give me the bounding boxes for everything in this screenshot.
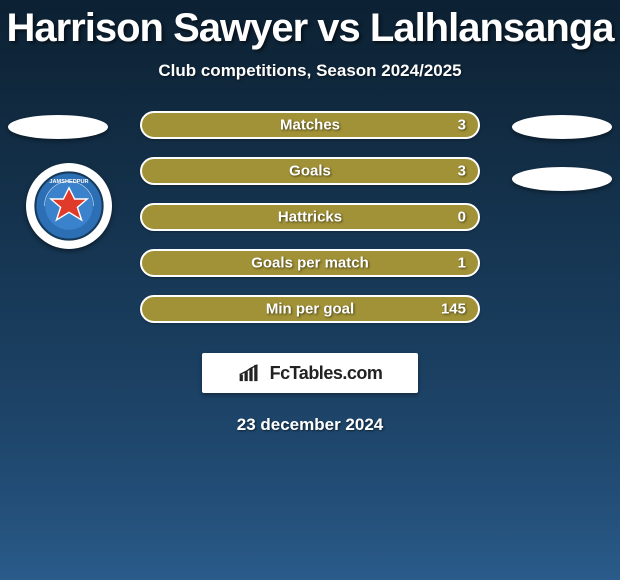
player-right-ellipse-bot [512,167,612,191]
stat-row-goals-per-match: Goals per match 1 [140,249,480,277]
page-title: Harrison Sawyer vs Lalhlansanga [0,0,620,51]
site-attribution: FcTables.com [202,353,418,393]
player-left-ellipse-top [8,115,108,139]
club-badge: JAMSHEDPUR [26,163,112,249]
stat-rows: Matches 3 Goals 3 Hattricks 0 Goals per … [140,111,480,323]
stat-value: 1 [458,255,466,272]
stat-label: Goals per match [251,255,369,272]
stats-area: JAMSHEDPUR Matches 3 Goals 3 Hattricks 0… [0,111,620,435]
bars-chart-icon [238,363,264,383]
stat-row-goals: Goals 3 [140,157,480,185]
season-subtitle: Club competitions, Season 2024/2025 [0,61,620,81]
generated-date: 23 december 2024 [0,415,620,435]
player-right-ellipse-top [512,115,612,139]
stat-row-matches: Matches 3 [140,111,480,139]
stat-row-hattricks: Hattricks 0 [140,203,480,231]
stat-label: Matches [280,117,340,134]
stat-label: Hattricks [278,209,342,226]
club-badge-icon: JAMSHEDPUR [34,171,104,241]
site-name: FcTables.com [270,363,383,384]
stat-value: 3 [458,163,466,180]
stat-label: Min per goal [266,301,354,318]
svg-text:JAMSHEDPUR: JAMSHEDPUR [49,179,88,185]
stat-value: 3 [458,117,466,134]
stat-label: Goals [289,163,331,180]
stat-value: 0 [458,209,466,226]
stat-row-min-per-goal: Min per goal 145 [140,295,480,323]
stat-value: 145 [441,301,466,318]
